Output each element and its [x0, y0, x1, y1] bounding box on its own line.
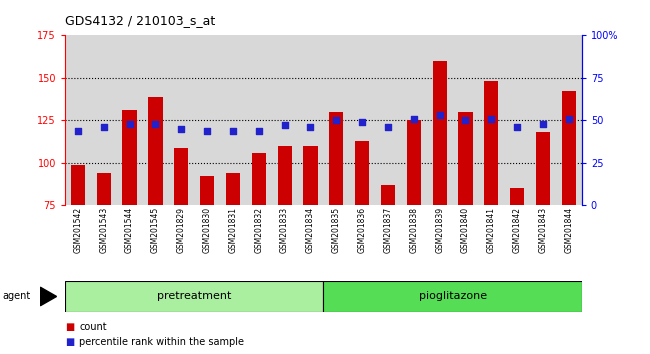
Bar: [562, 91, 576, 205]
Point: [280, 122, 290, 128]
Bar: [407, 120, 421, 205]
Bar: [510, 188, 525, 205]
Point: [486, 116, 497, 121]
Point: [434, 113, 445, 118]
Point: [99, 124, 109, 130]
Text: count: count: [79, 322, 107, 332]
Bar: [536, 132, 550, 205]
Bar: [324, 281, 582, 312]
Bar: [329, 112, 343, 205]
Point: [460, 118, 471, 123]
Text: agent: agent: [2, 291, 30, 302]
Point: [254, 128, 264, 133]
Bar: [252, 153, 266, 205]
Bar: [200, 176, 214, 205]
Text: pioglitazone: pioglitazone: [419, 291, 487, 302]
Bar: [226, 173, 240, 205]
Text: ■: ■: [65, 337, 74, 347]
Point: [176, 126, 187, 132]
Bar: [381, 185, 395, 205]
Polygon shape: [40, 287, 57, 306]
Point: [124, 121, 135, 127]
Point: [538, 121, 548, 127]
Point: [306, 124, 316, 130]
Text: pretreatment: pretreatment: [157, 291, 231, 302]
Point: [73, 128, 83, 133]
Point: [227, 128, 238, 133]
Bar: [458, 112, 473, 205]
Point: [383, 124, 393, 130]
Bar: [355, 141, 369, 205]
Text: ■: ■: [65, 322, 74, 332]
Bar: [304, 146, 318, 205]
Bar: [148, 97, 162, 205]
Text: percentile rank within the sample: percentile rank within the sample: [79, 337, 244, 347]
Text: GDS4132 / 210103_s_at: GDS4132 / 210103_s_at: [65, 14, 215, 27]
Bar: [174, 148, 188, 205]
Point: [150, 121, 161, 127]
Point: [512, 124, 523, 130]
Point: [564, 116, 574, 121]
Bar: [97, 173, 111, 205]
Bar: [71, 165, 85, 205]
Point: [202, 128, 213, 133]
Point: [331, 118, 341, 123]
Point: [409, 116, 419, 121]
Bar: [278, 146, 292, 205]
Bar: [122, 110, 136, 205]
Bar: [432, 61, 447, 205]
Bar: [65, 281, 324, 312]
Bar: [484, 81, 499, 205]
Point: [357, 119, 367, 125]
